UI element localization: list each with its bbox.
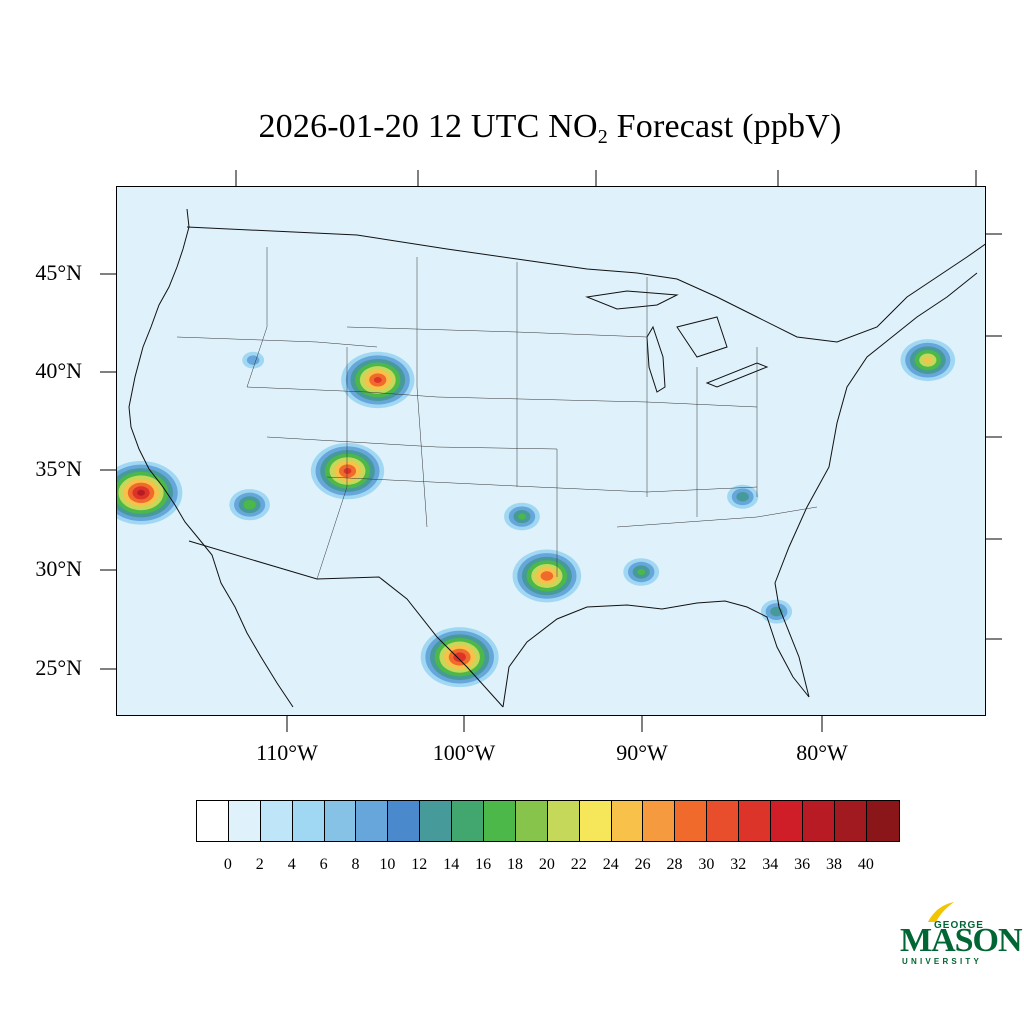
colorbar-swatch [356,801,389,841]
canada-border [186,226,985,343]
no2-hotspot [243,499,256,510]
coastline-and-borders [128,208,985,708]
gmu-logo: GEORGE MASON UNIVERSITY [896,900,1023,970]
colorbar-swatch [228,801,261,841]
colorbar-tick-label: 8 [351,856,360,873]
logo-main-text: MASON [900,922,1023,959]
lon-label: 100°W [432,740,496,765]
colorbar-tick-label: 4 [287,856,296,873]
colorbar-tick-label: 20 [538,856,555,873]
pacific-coastline [128,208,294,708]
lat-label: 25°N [35,655,82,680]
lat-label: 30°N [35,556,82,581]
colorbar-tick-label: 22 [570,856,587,873]
no2-hotspot [453,652,466,662]
colorbar-swatch [579,801,612,841]
lon-label: 90°W [616,740,668,765]
colorbar-tick-label: 38 [826,856,842,873]
lon-label: 110°W [256,740,318,765]
colorbar-swatch [866,801,899,841]
no2-hotspot [518,513,526,520]
map-plot-area [116,186,986,716]
map-canvas [117,208,985,708]
colorbar-tick-label: 40 [857,856,874,873]
colorbar-labels: 0 2 4 6 8 10 12 14 16 18 20 22 24 26 28 30 32 34 36 38 40 [196,856,906,876]
lon-label: 80°W [796,740,848,765]
colorbar-swatch [834,801,867,841]
no2-hotspot [923,357,932,364]
colorbar-swatch [292,801,325,841]
colorbar-tick-label: 32 [730,856,747,873]
colorbar-tick-label: 10 [379,856,396,873]
colorbar-tick-label: 2 [255,856,264,873]
state-borders [176,247,818,580]
gulf-coastline [502,600,810,708]
lake-erie [705,362,769,388]
colorbar-swatch [547,801,580,841]
no2-hotspot [637,569,646,575]
colorbar-swatch [707,801,740,841]
colorbar-swatch [484,801,516,841]
colorbar-swatch [420,801,453,841]
colorbar-tick-label: 36 [794,856,811,873]
colorbar-tick-label: 12 [411,856,428,873]
colorbar-tick-label: 14 [443,856,460,873]
swoosh-icon [928,902,954,922]
colorbar-tick-label: 0 [223,856,232,873]
colorbar-swatch [515,801,548,841]
logo-bottom-text: UNIVERSITY [902,957,983,966]
colorbar-swatch [611,801,644,841]
colorbar [196,800,900,842]
colorbar-swatch [260,801,293,841]
no2-hotspot [343,468,352,475]
colorbar-swatch [643,801,676,841]
colorbar-swatch [452,801,485,841]
colorbar-tick-label: 24 [602,856,619,873]
colorbar-swatch [324,801,357,841]
no2-hotspot [246,355,260,365]
no2-hotspot [373,376,382,383]
logo-top-text: GEORGE [934,920,984,931]
colorbar-tick-label: 34 [762,856,779,873]
colorbar-swatch [771,801,803,841]
map-title: 2026-01-20 12 UTC NO2 Forecast (ppbV) [258,108,842,148]
lat-label: 40°N [35,358,82,383]
colorbar-tick-label: 26 [634,856,651,873]
colorbar-tick-label: 28 [666,856,683,873]
no2-hotspot [540,571,554,581]
colorbar-swatch [802,801,835,841]
colorbar-swatch [388,801,421,841]
colorbar-swatch [739,801,772,841]
lake-huron [676,316,728,358]
colorbar-tick-label: 6 [319,856,328,873]
colorbar-swatch [197,801,229,841]
colorbar-tick-label: 18 [507,856,523,873]
no2-hotspot [736,491,749,502]
no2-hotspot [137,489,145,496]
concentration-layer [117,339,956,688]
lake-superior [585,290,679,310]
colorbar-tick-label: 30 [698,856,715,873]
colorbar-tick-label: 16 [475,856,492,873]
colorbar-swatch [675,801,708,841]
lat-label: 45°N [35,260,82,285]
atlantic-coastline [774,272,978,698]
lat-label: 35°N [35,456,82,481]
